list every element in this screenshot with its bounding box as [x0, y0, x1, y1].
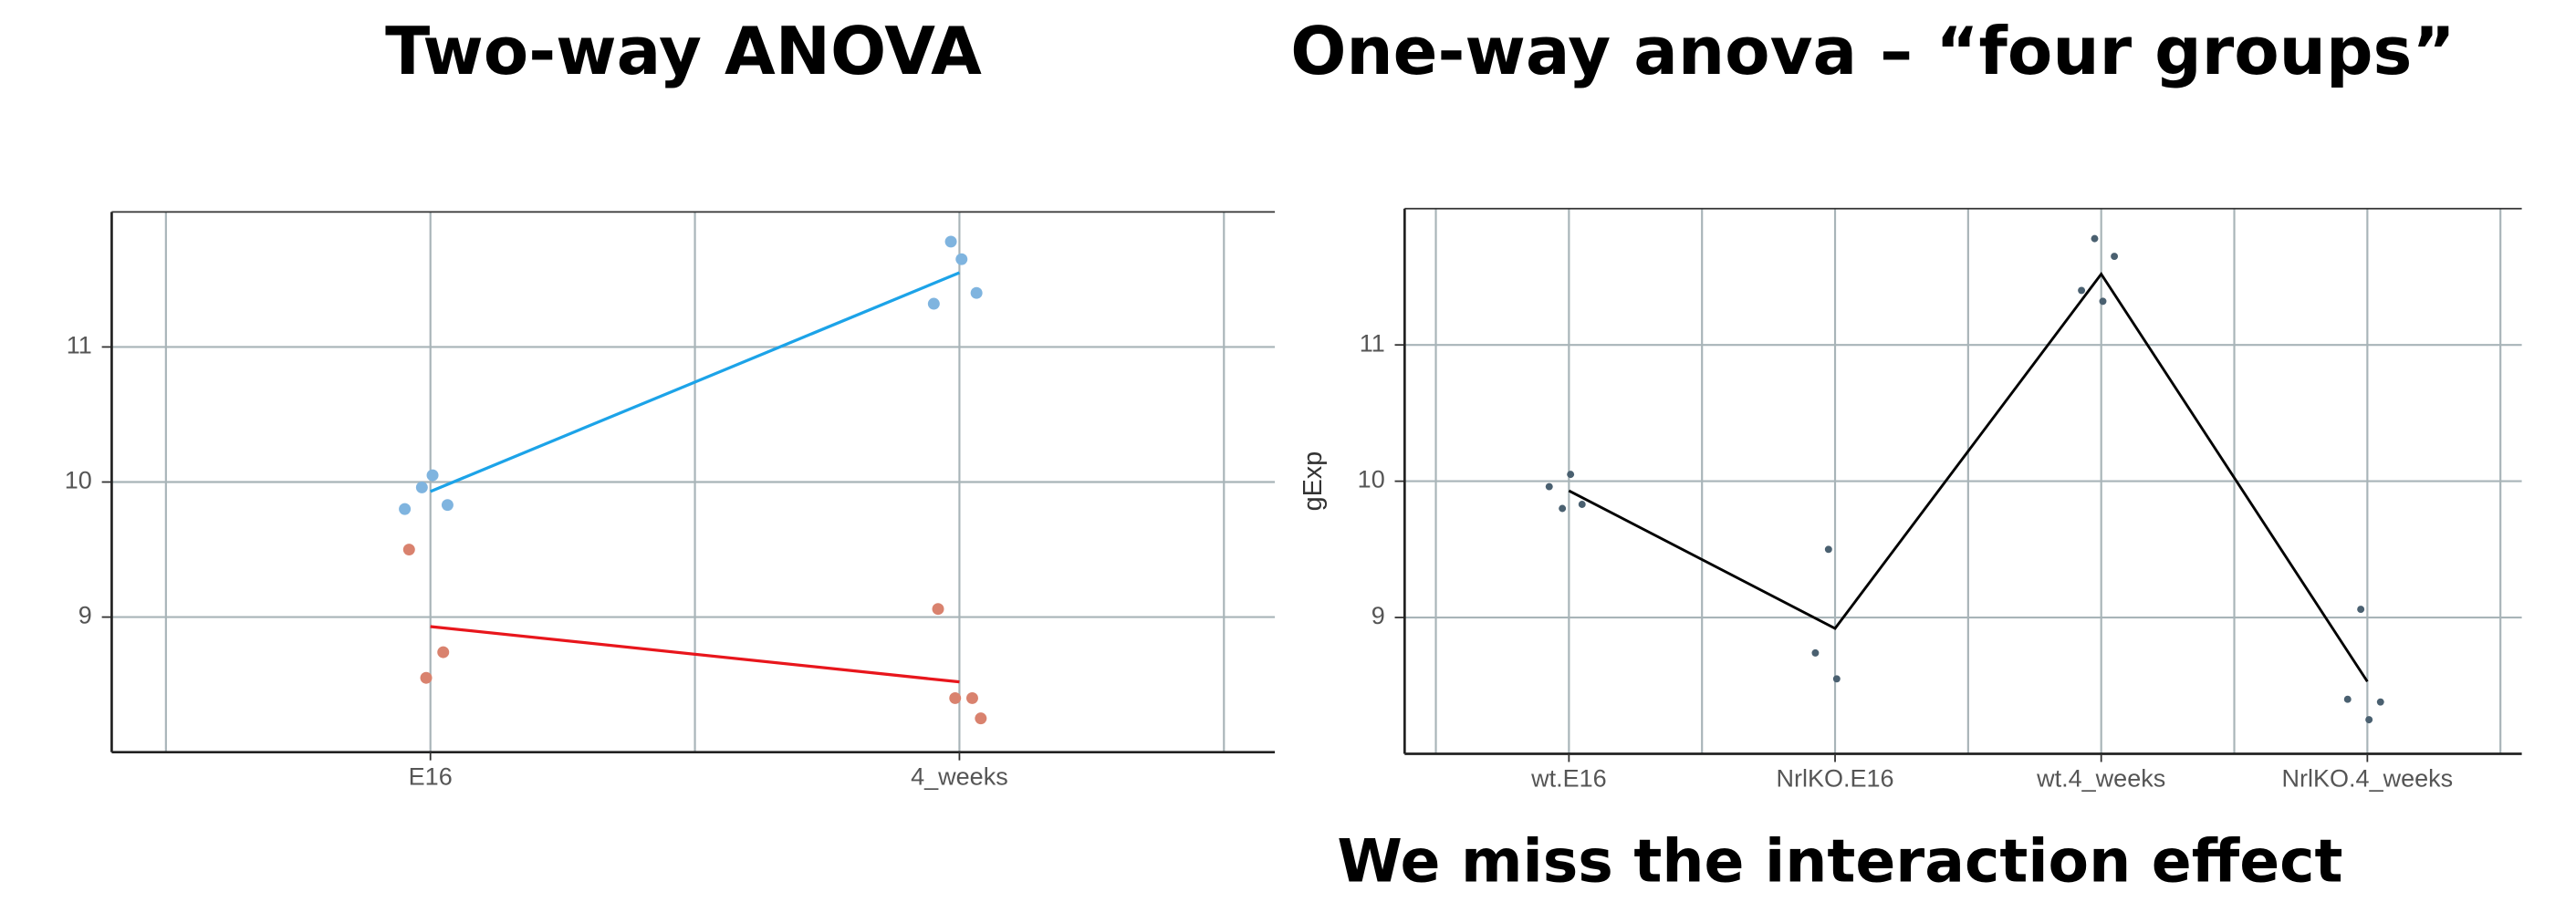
data-point — [1545, 482, 1553, 491]
x-tick-label: E16 — [409, 763, 453, 791]
x-tick-label: wt.E16 — [1530, 764, 1607, 792]
chart-title: Two-way ANOVA — [385, 13, 982, 89]
chart-title: One-way anova – “four groups” — [1290, 13, 2455, 89]
data-point — [932, 603, 944, 616]
y-tick-label: 9 — [78, 602, 92, 629]
data-point — [1559, 504, 1567, 513]
data-point — [426, 469, 439, 482]
data-point — [2078, 286, 2086, 295]
data-point — [441, 499, 454, 512]
x-tick-label: NrlKO.4_weeks — [2282, 764, 2454, 792]
y-axis-label: gExp — [1298, 451, 1328, 512]
data-point — [949, 691, 962, 704]
data-point — [1824, 545, 1832, 554]
y-tick-label: 10 — [65, 467, 92, 494]
y-tick-label: 11 — [67, 332, 92, 359]
data-point — [975, 712, 987, 725]
data-point — [944, 235, 957, 248]
data-point — [955, 253, 968, 265]
data-point — [2091, 234, 2099, 243]
data-point — [927, 297, 940, 310]
data-point — [2343, 695, 2352, 703]
mean-line — [430, 625, 960, 684]
x-tick-label: NrlKO.E16 — [1777, 764, 1894, 792]
data-point — [965, 691, 978, 704]
data-point — [2099, 297, 2107, 306]
data-point — [402, 544, 415, 556]
y-tick-label: 11 — [1360, 329, 1385, 357]
data-point — [2376, 698, 2384, 706]
y-tick-label: 9 — [1371, 602, 1385, 629]
data-point — [970, 286, 983, 299]
mean-line — [1568, 271, 2369, 683]
x-tick-label: 4_weeks — [911, 763, 1008, 791]
data-point — [2111, 253, 2119, 261]
annotation: We miss the interaction effect — [1337, 827, 2342, 896]
data-point — [420, 671, 433, 684]
data-point — [1811, 648, 1820, 657]
x-tick-label: wt.4_weeks — [2036, 764, 2165, 792]
data-point — [437, 646, 450, 659]
data-point — [2365, 716, 2373, 724]
data-point — [1832, 675, 1841, 683]
data-point — [399, 503, 412, 515]
data-point — [1578, 501, 1586, 508]
y-tick-label: 10 — [1358, 466, 1385, 493]
data-point — [415, 481, 428, 493]
data-point — [1567, 471, 1575, 479]
mean-line — [430, 271, 961, 493]
data-point — [2357, 606, 2365, 614]
